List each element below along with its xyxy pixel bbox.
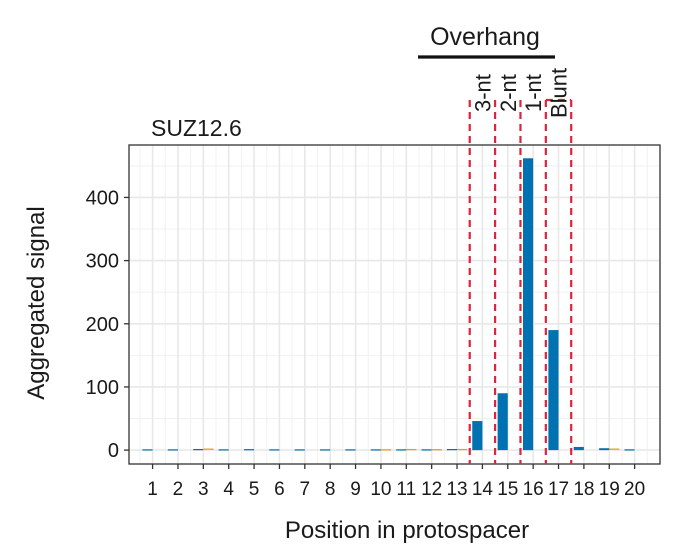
y-axis-title: Aggregated signal <box>23 206 50 399</box>
x-tick-label-3: 3 <box>198 479 209 500</box>
y-tick-label-400: 400 <box>86 187 119 209</box>
x-tick-label-11: 11 <box>396 479 416 500</box>
x-tick-label-13: 13 <box>446 479 467 500</box>
bar-blue-11 <box>396 449 407 451</box>
bar-blue-15 <box>497 393 508 451</box>
x-tick-label-19: 19 <box>599 479 620 500</box>
bar-blue-9 <box>345 449 356 451</box>
x-axis-title: Position in protospacer <box>285 517 529 544</box>
x-tick-label-1: 1 <box>147 479 158 500</box>
x-tick-label-2: 2 <box>173 479 184 500</box>
plot-border <box>128 144 661 465</box>
bar-blue-1 <box>142 449 153 451</box>
bar-blue-20 <box>624 449 635 451</box>
y-tick-label-300: 300 <box>86 251 119 273</box>
chart-title: SUZ12.6 <box>151 115 242 141</box>
bar-blue-6 <box>269 449 280 451</box>
x-tick-label-12: 12 <box>421 479 442 500</box>
x-tick-label-8: 8 <box>325 479 336 500</box>
x-tick-label-10: 10 <box>370 479 391 500</box>
bar-blue-18 <box>573 446 584 451</box>
x-tick-label-6: 6 <box>274 479 285 500</box>
bar-orange-10 <box>380 449 392 451</box>
y-tick-label-100: 100 <box>86 377 119 399</box>
bar-blue-4 <box>218 449 229 451</box>
overhang-group-label: Overhang <box>430 23 540 51</box>
bar-blue-12 <box>421 449 432 451</box>
bar-blue-2 <box>167 449 178 451</box>
x-tick-label-14: 14 <box>472 479 494 500</box>
bar-blue-19 <box>599 448 610 451</box>
bar-orange-19 <box>609 448 620 450</box>
x-tick-label-9: 9 <box>350 479 361 500</box>
x-tick-label-17: 17 <box>548 479 569 500</box>
bar-blue-8 <box>320 449 331 451</box>
region-label-blunt: Blunt <box>547 68 572 118</box>
y-tick-label-0: 0 <box>108 440 119 462</box>
x-tick-label-4: 4 <box>223 479 234 500</box>
x-tick-label-20: 20 <box>624 479 645 500</box>
bar-blue-16 <box>523 158 534 451</box>
region-label-3-nt: 3-nt <box>470 74 495 112</box>
bar-blue-17 <box>548 330 559 451</box>
bar-orange-12 <box>431 449 442 451</box>
bar-orange-3 <box>203 448 214 450</box>
region-label-1-nt: 1-nt <box>521 74 546 112</box>
x-tick-label-15: 15 <box>497 479 518 500</box>
bar-blue-13 <box>446 448 458 451</box>
bar-blue-7 <box>294 449 305 451</box>
bar-blue-5 <box>243 449 255 451</box>
x-tick-label-5: 5 <box>249 479 260 500</box>
bar-orange-13 <box>457 448 468 451</box>
bar-blue-14 <box>472 421 483 451</box>
bar-orange-11 <box>406 448 417 451</box>
bar-blue-10 <box>370 449 381 451</box>
x-tick-label-18: 18 <box>573 479 594 500</box>
bar-blue-3 <box>193 448 204 451</box>
region-label-2-nt: 2-nt <box>496 74 521 112</box>
x-tick-label-7: 7 <box>300 479 311 500</box>
y-tick-label-200: 200 <box>86 314 119 336</box>
x-tick-label-16: 16 <box>523 479 544 500</box>
plot-area: 1 2 3 4 5 6 7 8 9 10 11 12 13 14 15 16 17 18 19 20010020030… <box>86 144 661 500</box>
